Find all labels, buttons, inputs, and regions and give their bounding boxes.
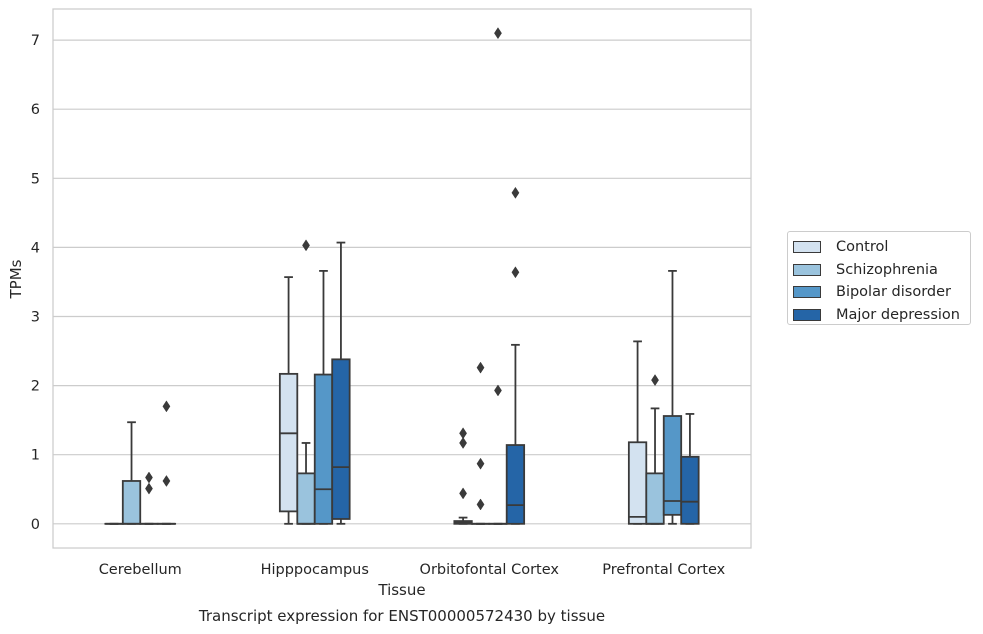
legend-label-bipolar-disorder: Bipolar disorder	[836, 284, 951, 301]
outlier-point	[302, 239, 310, 252]
outlier-point	[476, 498, 485, 511]
box-body	[296, 472, 316, 525]
box-body	[645, 472, 665, 525]
outlier-point	[494, 384, 502, 397]
box-body	[662, 415, 683, 516]
box-group	[505, 186, 526, 525]
legend-item-schizophrenia: Schizophrenia	[793, 259, 970, 282]
legend-swatch-control	[793, 241, 821, 254]
box-group	[470, 361, 491, 525]
outlier-point	[459, 487, 467, 500]
legend-swatch-major-depression	[793, 308, 821, 321]
outlier-point	[511, 266, 520, 279]
legend-swatch-schizophrenia	[793, 263, 821, 276]
box-group	[488, 27, 508, 525]
outlier-point	[162, 400, 171, 413]
outlier-point	[145, 471, 153, 484]
box-group	[121, 421, 142, 525]
box-body	[121, 480, 142, 525]
x-axis-label: Tissue	[377, 581, 425, 599]
plot-frame	[52, 8, 752, 549]
box-body	[313, 373, 334, 525]
y-tick-label: 4	[31, 240, 40, 256]
legend-item-major-depression: Major depression	[793, 304, 970, 327]
y-tick-label: 0	[31, 517, 40, 533]
y-tick-label: 7	[31, 33, 40, 49]
box-group	[156, 400, 177, 525]
outlier-point	[162, 475, 171, 487]
y-axis-label: TPMs	[7, 259, 25, 299]
y-tick-label: 5	[31, 171, 40, 187]
y-tick-label: 3	[31, 310, 40, 326]
box-body	[680, 455, 700, 525]
box-group	[627, 340, 648, 525]
y-tick-label: 1	[31, 448, 40, 464]
legend: Control Schizophrenia Bipolar disorder M…	[787, 231, 971, 325]
y-ticks: 0 1 2 3 4 5 6 7	[31, 33, 40, 533]
legend-label-major-depression: Major depression	[836, 306, 960, 323]
box-body	[627, 441, 648, 525]
box-body	[505, 444, 526, 525]
x-tick-label: Orbitofontal Cortex	[420, 562, 560, 578]
legend-label-control: Control	[836, 239, 889, 256]
x-tick-label: Cerebellum	[99, 562, 182, 578]
x-tick-labels: Cerebellum Hipppocampus Orbitofontal Corte…	[99, 562, 726, 578]
box-body	[278, 372, 299, 513]
gridlines	[53, 39, 751, 525]
box-group	[278, 276, 299, 525]
outlier-point	[459, 437, 467, 449]
box-body	[331, 358, 351, 520]
boxes	[104, 27, 700, 525]
outlier-point	[511, 186, 520, 199]
box-group	[680, 413, 700, 525]
y-tick-label: 6	[31, 102, 40, 118]
outlier-point	[476, 457, 485, 470]
legend-label-schizophrenia: Schizophrenia	[836, 261, 938, 278]
x-tick-label: Prefrontal Cortex	[602, 562, 725, 578]
legend-item-bipolar-disorder: Bipolar disorder	[793, 281, 970, 304]
box-group	[296, 239, 316, 525]
outlier-point	[494, 27, 502, 40]
outlier-point	[651, 374, 659, 387]
outlier-point	[476, 361, 485, 374]
chart-title: Transcript expression for ENST0000057243…	[198, 607, 605, 625]
box-group	[662, 269, 683, 525]
box-group	[139, 471, 159, 525]
legend-swatch-bipolar-disorder	[793, 286, 821, 299]
box-group	[453, 427, 473, 525]
outlier-point	[145, 482, 153, 495]
box-group	[313, 269, 334, 525]
legend-item-control: Control	[793, 236, 970, 259]
box-group	[331, 241, 351, 525]
outlier-point	[459, 427, 467, 440]
box-group	[645, 374, 665, 525]
x-tick-label: Hipppocampus	[261, 562, 369, 578]
y-tick-label: 2	[31, 379, 40, 395]
